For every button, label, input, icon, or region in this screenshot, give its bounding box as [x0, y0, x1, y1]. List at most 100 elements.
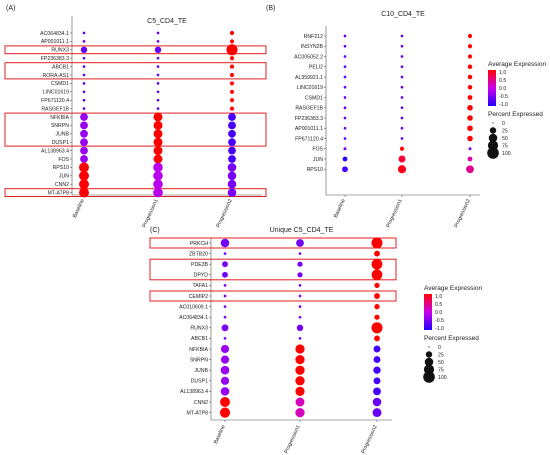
highlight-box [4, 62, 267, 80]
dot-mark [220, 365, 230, 375]
color-scale-tick: 0.5 [435, 302, 442, 308]
dot-mark [220, 355, 230, 364]
gene-label: MT-ATP8 [47, 190, 69, 196]
panel-c: (C) Unique C5_CD4_TE PRKCH ZBTB20 PDE3B DPYD T… [149, 227, 482, 455]
size-legend-tick: 25 [438, 352, 444, 358]
gene-label: PDE3B [191, 262, 209, 268]
dot-mark [229, 98, 235, 103]
dot-mark [156, 73, 160, 77]
color-scale-tick: 0.0 [435, 310, 442, 316]
category-label: Baseline [72, 198, 86, 219]
dot-mark [371, 322, 383, 334]
dot-mark [400, 96, 404, 99]
dot-mark [82, 90, 86, 94]
dot-mark [223, 284, 227, 287]
dot-mark [298, 305, 302, 308]
dot-mark [295, 386, 305, 397]
dot-mark [229, 64, 235, 69]
dot-mark [297, 272, 303, 278]
dot-mark [79, 162, 89, 173]
dot-mark [295, 354, 305, 365]
size-legend-tick: 25 [502, 128, 508, 134]
dot-mark [400, 116, 404, 120]
dot-mark [400, 75, 404, 79]
dot-mark [222, 271, 228, 278]
dot-mark [82, 73, 86, 77]
dot-mark [227, 163, 237, 172]
category-label: Progression1 [385, 198, 403, 228]
panel-letter: (C) [150, 227, 160, 234]
dot-mark [371, 237, 383, 249]
dot-mark [153, 112, 163, 122]
dot-mark [374, 314, 380, 320]
color-scale-bar [424, 294, 432, 330]
dot-mark [229, 30, 235, 36]
dot-mark [343, 85, 347, 89]
dot-mark [400, 137, 404, 140]
size-legend-tick: 75 [438, 367, 444, 373]
gene-label: DUSP1 [52, 140, 69, 146]
dot-mark [297, 261, 303, 267]
dot-mark [79, 170, 89, 181]
dot-mark [295, 376, 305, 386]
category-label: Baseline [333, 198, 347, 219]
gene-label: AL138963.4 [180, 389, 208, 395]
dot-mark [373, 366, 381, 374]
dot-mark [467, 54, 473, 59]
gene-label: FOS [312, 147, 323, 153]
gene-label: FP671120.4 [295, 136, 323, 142]
color-scale-tick: -0.5 [499, 94, 508, 100]
size-legend-dot [489, 127, 497, 134]
dot-mark [82, 56, 86, 60]
dot-mark [227, 188, 237, 197]
gene-label: FP236383.3 [295, 116, 323, 122]
dot-mark [156, 98, 160, 102]
gene-label: NFKBIA [50, 115, 69, 121]
dot-mark [228, 129, 236, 138]
gene-label: RPS10 [307, 167, 324, 173]
legend: Average Expression 1.0 0.5 0.0 -0.5 -1.0 Perce… [487, 61, 546, 159]
dot-mark [467, 74, 473, 80]
dot-mark [220, 387, 230, 396]
color-scale-tick: -0.5 [435, 318, 444, 324]
dot-mark [229, 56, 235, 61]
dot-mark [228, 146, 236, 155]
dot-mark [374, 282, 380, 289]
size-legend-dot [423, 371, 435, 383]
dot-mark [80, 46, 88, 53]
dot-mark [219, 407, 231, 418]
gene-label: TAFA1 [193, 283, 209, 289]
dot-mark [80, 138, 88, 147]
gene-label: JUN [59, 174, 69, 180]
gene-label: MT-ATP8 [186, 410, 208, 416]
color-scale-tick: 1.0 [435, 294, 442, 300]
dot-mark [220, 344, 230, 354]
gene-label: INSYN2B [301, 44, 324, 50]
legend-pct-title: Percent Expressed [424, 335, 479, 342]
dot-mark [343, 126, 347, 130]
dot-mark [400, 44, 404, 48]
dot-mark [153, 154, 163, 164]
gene-label: CNN2 [55, 182, 69, 188]
gene-label: ZBTB20 [189, 251, 208, 257]
gene-label: AP001011.1 [41, 39, 69, 45]
size-legend-tick: 75 [502, 143, 508, 149]
dot-mark [229, 106, 235, 111]
dot-mark [373, 345, 381, 353]
gene-label: RASGEF1B [295, 106, 323, 112]
dot-mark [296, 239, 304, 247]
highlight-box [149, 258, 397, 281]
dot-mark [80, 155, 88, 163]
dot-mark [295, 365, 305, 375]
gene-label: SNRPN [190, 357, 208, 363]
color-scale-tick: -1.0 [435, 326, 444, 332]
dot-mark [153, 146, 163, 156]
dot-mark [467, 115, 473, 121]
dot-mark [373, 356, 381, 364]
gene-label: FOS [58, 157, 69, 163]
dot-mark [80, 121, 88, 130]
dot-mark [400, 106, 404, 110]
dot-mark [298, 337, 302, 340]
gene-label: RPS10 [53, 165, 70, 171]
highlight-box [4, 45, 267, 55]
